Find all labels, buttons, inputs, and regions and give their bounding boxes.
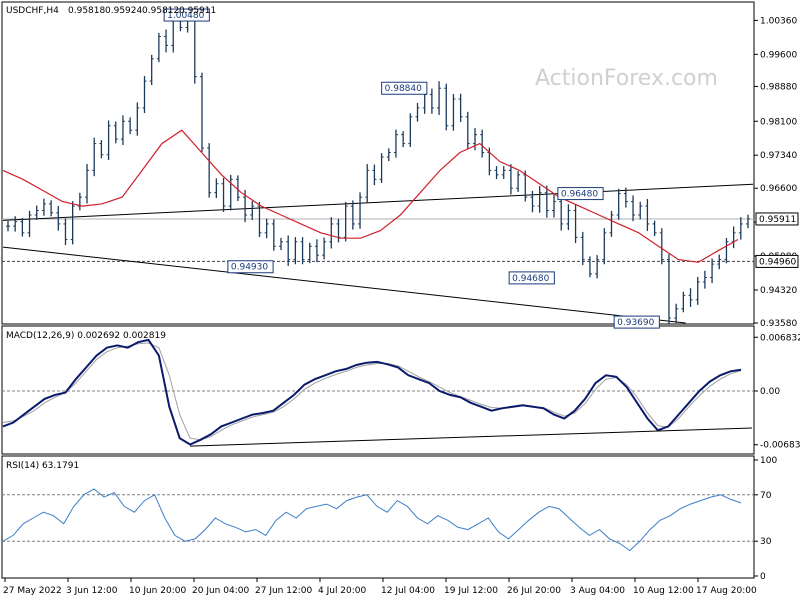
price-tick-label: 0.93580	[760, 319, 797, 329]
x-tick-label: 3 Aug 04:00	[570, 586, 625, 596]
price-layer: 1.00480 0.98840 0.94930 0.94680 0.96480 0.936…	[2, 7, 754, 329]
rsi-line	[2, 488, 742, 552]
price-tick-label: 0.98100	[760, 117, 797, 127]
price-tick-label: 1.00360	[760, 16, 797, 26]
macd-panel	[1, 325, 755, 455]
ohlc-close: 0.95911	[179, 6, 216, 16]
x-tick-label: 3 Jun 12:00	[66, 586, 118, 596]
price-tick-label: 0.99600	[760, 50, 797, 60]
rsi-layer	[2, 488, 754, 552]
rsi-tick-label: 100	[760, 456, 777, 466]
price-tick-label: 0.97340	[760, 151, 797, 161]
annotation-box	[508, 271, 555, 285]
annotation-box	[163, 8, 210, 22]
ohlc-high: 0.95924	[105, 6, 142, 16]
macd-layer	[2, 338, 754, 447]
current-price-label: 0.95911	[759, 215, 796, 225]
current-price-box	[755, 212, 799, 226]
annotation-box	[227, 260, 274, 274]
x-tick-label: 26 Jul 20:00	[507, 586, 561, 596]
price-tick-label: 0.98880	[760, 82, 797, 92]
axis-layer: 1.00360 0.99600 0.98880 0.98100 0.97340 0.966…	[3, 16, 800, 596]
symbol-header: USDCHF,H4 0.95818 0.95924 0.95812 0.9591…	[6, 6, 216, 16]
x-tick-label: 27 Jun 12:00	[255, 586, 312, 596]
rsi-tick-label: 30	[760, 537, 772, 547]
x-tick-label: 20 Jun 04:00	[192, 586, 249, 596]
macd-label: MACD(12,26,9) 0.002692 0.002819	[6, 331, 166, 341]
annotation-label: 0.94680	[512, 274, 549, 284]
moving-average-line	[2, 129, 739, 263]
watermark: ActionForex.com	[535, 66, 718, 91]
symbol-label: USDCHF,H4	[6, 6, 59, 16]
price-tick-label: 0.94320	[760, 286, 797, 296]
price-tick-label: 0.96600	[760, 184, 797, 194]
x-tick-label: 17 Aug 20:00	[696, 586, 757, 596]
rsi-tick-label: 0	[760, 572, 766, 582]
support-level-label: 0.94960	[759, 257, 796, 267]
x-tick-label: 4 Jul 20:00	[318, 586, 367, 596]
x-tick-label: 12 Jul 04:00	[381, 586, 435, 596]
macd-tick-label: 0.006832	[760, 333, 800, 343]
ohlc-open: 0.95818	[68, 6, 105, 16]
trendline-0	[2, 183, 754, 221]
annotation-label: 0.93690	[617, 318, 654, 328]
price-panel	[1, 1, 755, 325]
support-level-box	[755, 254, 799, 268]
annotation-label: 0.96480	[561, 190, 598, 200]
annotation-label: 0.94930	[231, 263, 268, 273]
rsi-tick-label: 70	[760, 491, 772, 501]
x-tick-label: 10 Jun 20:00	[129, 586, 186, 596]
x-tick-label: 19 Jul 12:00	[444, 586, 498, 596]
macd-tick-label: -0.00683	[760, 441, 800, 451]
annotation-label: 0.98840	[385, 84, 422, 94]
annotation-label: 1.00480	[167, 11, 204, 21]
macd-tick-label: 0.00	[760, 387, 780, 397]
macd-trendline	[189, 427, 753, 447]
x-tick-label: 10 Aug 12:00	[633, 586, 694, 596]
annotation-box	[381, 81, 428, 95]
rsi-panel	[1, 455, 755, 579]
trendline-1	[2, 246, 686, 324]
rsi-label: RSI(14) 63.1791	[6, 461, 79, 471]
macd-line	[2, 338, 742, 446]
ohlc-low: 0.95812	[142, 6, 179, 16]
annotation-box	[557, 187, 604, 201]
annotation-box	[613, 315, 660, 329]
x-tick-label: 27 May 2022	[3, 586, 62, 596]
